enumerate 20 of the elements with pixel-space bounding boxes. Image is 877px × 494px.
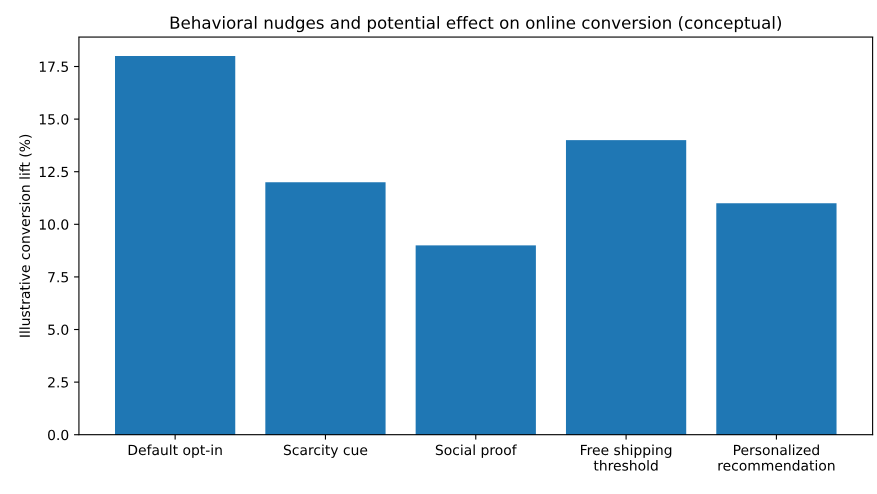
x-tick-label: Free shipping threshold [581,444,672,471]
y-tick-label: 12.5 [40,166,68,178]
y-tick-label: 5.0 [48,324,68,335]
y-tick-label: 2.5 [48,377,68,388]
bar [115,56,236,435]
y-tick-label: 15.0 [40,114,68,125]
x-tick-label: Default opt-in [128,444,222,458]
bar [265,182,386,435]
x-tick-label: Scarcity cue [284,444,368,458]
y-tick-label: 10.0 [40,219,68,230]
y-tick-label: 7.5 [48,272,68,282]
bar [416,245,536,435]
bar [566,140,686,435]
y-tick-label: 17.5 [40,62,68,72]
y-tick-label: 0.0 [48,430,68,440]
x-tick-label: Social proof [436,444,517,458]
x-tick-label: Personalized recommendation [718,444,834,471]
chart-title: Behavioral nudges and potential effect on online conversion (conceptual) [170,16,781,32]
y-axis-title: Illustrative conversion lift (%) [19,134,32,337]
bar [716,203,837,435]
